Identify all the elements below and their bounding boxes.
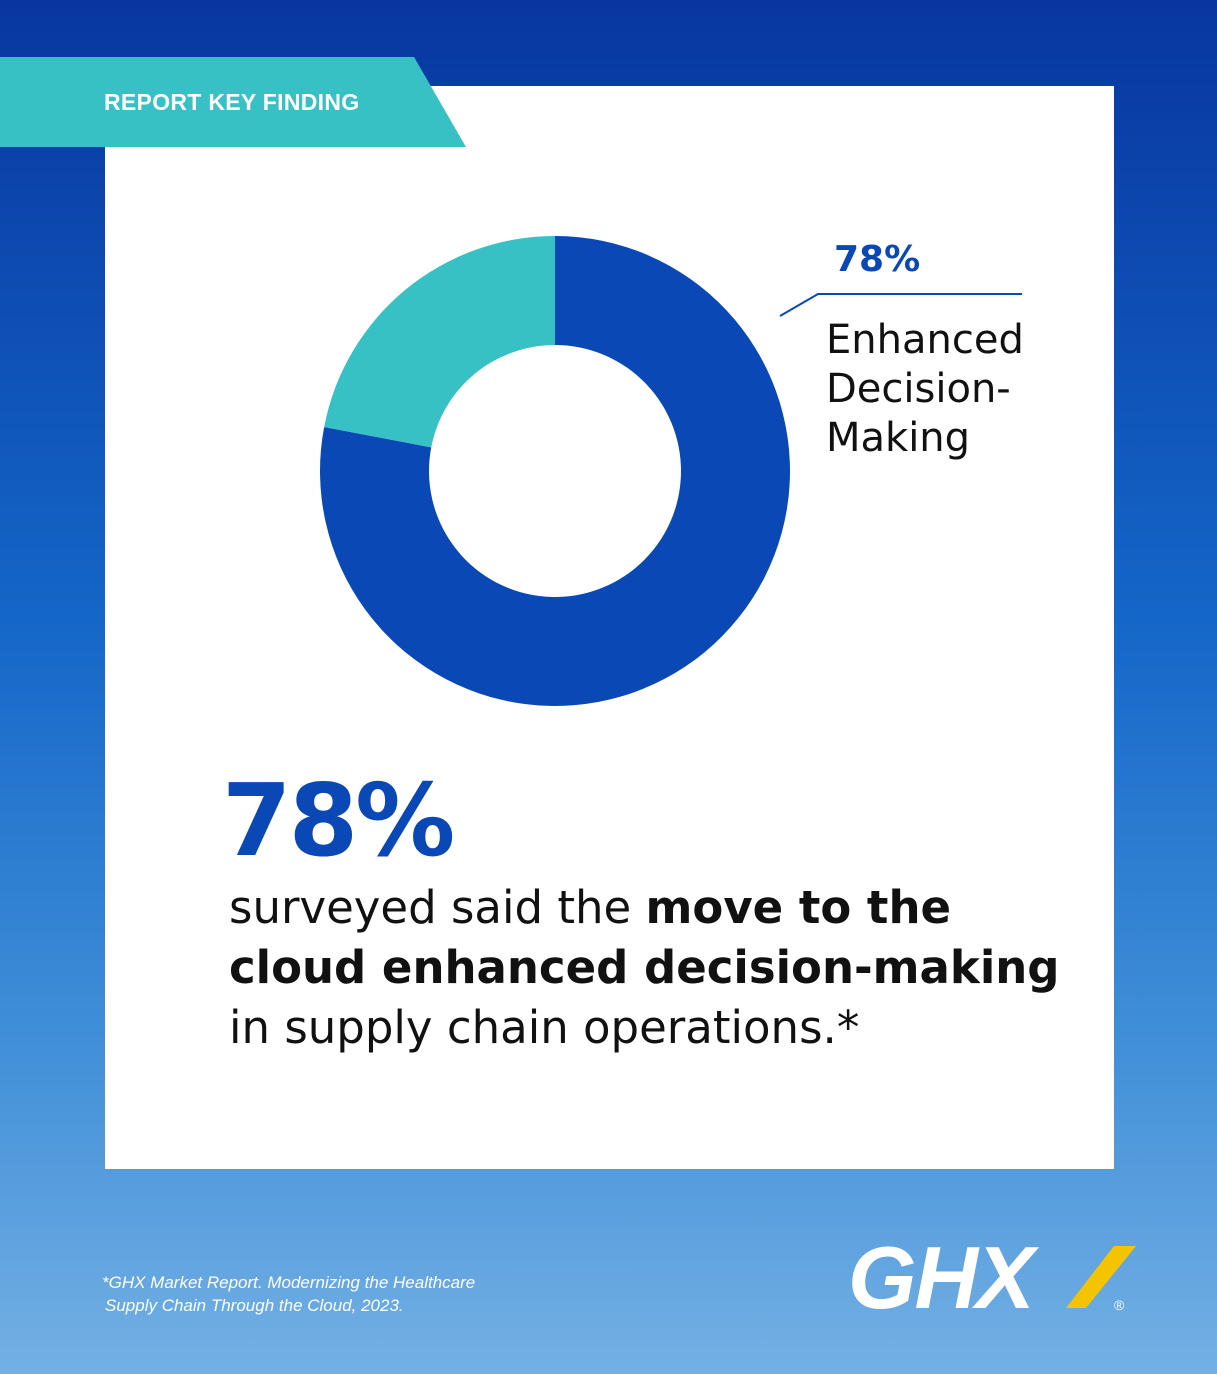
source-footnote: *GHX Market Report. Modernizing the Heal… bbox=[102, 1271, 475, 1317]
logo-registered: ® bbox=[1114, 1297, 1125, 1313]
donut-slice-remainder bbox=[324, 236, 555, 448]
statement-text: surveyed said the bbox=[229, 881, 646, 934]
logo-text: GHX bbox=[848, 1238, 1040, 1318]
callout-label-line: Decision- bbox=[826, 366, 1011, 412]
callout-label-line: Making bbox=[826, 415, 971, 461]
callout-label-line: Enhanced bbox=[826, 317, 1024, 363]
report-banner bbox=[0, 57, 466, 147]
footnote-line: *GHX Market Report. Modernizing the Heal… bbox=[102, 1273, 476, 1292]
callout-leader-line bbox=[779, 293, 1022, 317]
donut-slices bbox=[320, 236, 790, 706]
headline-statement: surveyed said the move to the cloud enha… bbox=[229, 878, 1089, 1058]
callout-label: Enhanced Decision- Making bbox=[826, 316, 1056, 463]
headline-stat: 78% bbox=[222, 762, 455, 879]
footnote-line: Supply Chain Through the Cloud, 2023. bbox=[105, 1296, 404, 1315]
banner-label: REPORT KEY FINDING bbox=[104, 89, 360, 115]
statement-text-end: in supply chain operations.* bbox=[229, 1001, 860, 1054]
statement-bold: move to the cloud enhanced decision-maki… bbox=[229, 881, 1060, 994]
donut-slice-primary bbox=[320, 236, 790, 706]
logo-accent bbox=[1066, 1246, 1136, 1308]
callout-value: 78% bbox=[834, 239, 921, 280]
ghx-logo: GHX ® bbox=[848, 1238, 1136, 1318]
